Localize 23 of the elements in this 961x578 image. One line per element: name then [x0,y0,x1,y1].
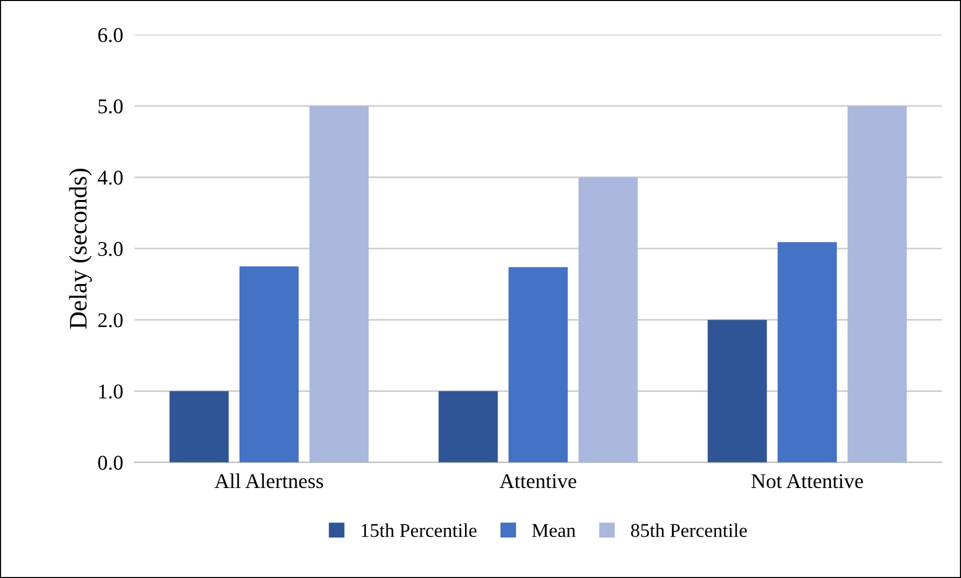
y-tick-label: 1.0 [99,384,123,399]
x-tick-label: All Alertness [214,474,324,488]
legend-label: 85th Percentile [631,523,747,538]
x-tick-label: Attentive [500,474,576,488]
y-tick-label: 3.0 [98,242,123,256]
x-tick-label: Not Attentive [751,474,863,488]
bar [578,177,638,462]
legend-label: Mean [532,524,576,538]
bar [508,267,568,462]
bar [848,106,907,462]
y-tick-label: 6.0 [98,28,123,42]
y-tick-label: 4.0 [98,170,123,185]
bar [170,391,229,462]
bar [239,266,299,462]
bar [438,391,498,462]
bar [309,106,369,462]
y-tick-label: 0.0 [98,456,123,470]
bar [778,242,837,462]
y-tick-label: 5.0 [98,99,123,114]
y-axis-title: Delay (seconds) [69,168,92,329]
y-tick-label: 2.0 [98,313,123,328]
bar [708,320,767,462]
legend-label: 15th Percentile [362,523,476,538]
